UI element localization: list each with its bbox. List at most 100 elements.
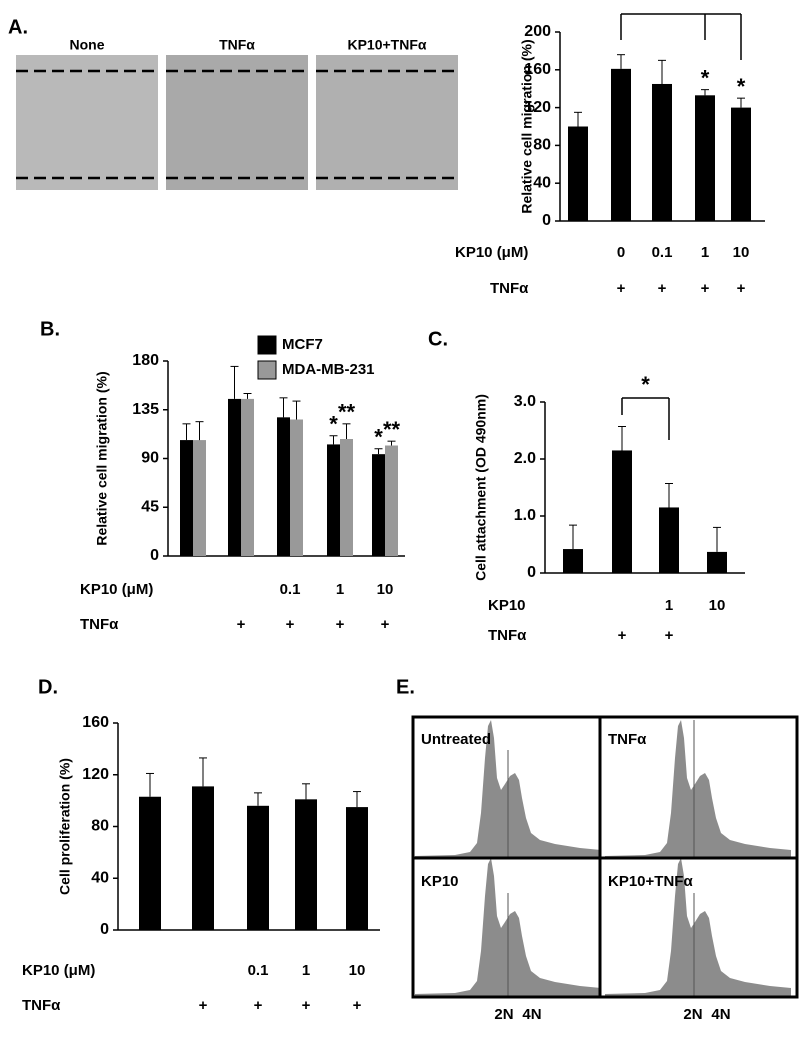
flow-label: TNFα — [608, 731, 647, 748]
y-tick-label: 0 — [527, 564, 536, 581]
condition-value: 1 — [701, 244, 709, 261]
y-axis-label: Relative cell migration (%) — [94, 371, 110, 545]
legend-swatch — [257, 335, 277, 355]
condition-value: 1 — [336, 581, 344, 598]
y-tick-label: 40 — [533, 174, 551, 191]
flow-x-label: 2N — [494, 1006, 513, 1023]
bar — [139, 796, 161, 930]
bar — [327, 444, 340, 556]
y-tick-label: 80 — [91, 818, 109, 835]
flow-panel — [411, 715, 799, 999]
bar — [372, 454, 385, 556]
condition-value: 0.1 — [280, 581, 301, 598]
bar — [611, 68, 631, 221]
bar — [180, 440, 193, 556]
y-tick-label: 45 — [141, 498, 159, 515]
condition-value: + — [237, 616, 246, 633]
micrograph-label: TNFα — [219, 37, 255, 53]
bar — [707, 551, 727, 573]
panel-label: E. — [396, 676, 415, 698]
bar — [563, 549, 583, 573]
bar — [228, 398, 241, 556]
bar — [659, 507, 679, 573]
significance: * — [641, 372, 650, 397]
flow-x-label: 2N — [683, 1006, 702, 1023]
flow-x-label: 4N — [522, 1006, 541, 1023]
y-tick-label: 120 — [82, 766, 109, 783]
bar — [295, 799, 317, 930]
y-tick-label: 160 — [82, 714, 109, 731]
condition-value: + — [701, 280, 710, 297]
condition-value: 10 — [377, 581, 394, 598]
panel-label: A. — [8, 16, 28, 38]
bar — [241, 398, 254, 556]
bar — [192, 786, 214, 930]
significance: * — [737, 74, 746, 99]
y-tick-label: 80 — [533, 137, 551, 154]
bar — [247, 805, 269, 930]
condition-value: + — [737, 280, 746, 297]
y-tick-label: 120 — [524, 99, 551, 116]
condition-label: KP10 — [488, 597, 526, 614]
bar — [652, 83, 672, 221]
flow-x-label: 4N — [711, 1006, 730, 1023]
condition-value: 10 — [733, 244, 750, 261]
flow-label: KP10 — [421, 873, 459, 890]
condition-label: KP10 (μM) — [455, 244, 528, 261]
panel-label: C. — [428, 328, 448, 350]
condition-value: 0 — [617, 244, 625, 261]
condition-label: TNFα — [80, 616, 119, 633]
condition-value: 1 — [302, 962, 310, 979]
panel-label: D. — [38, 676, 58, 698]
y-tick-label: 0 — [150, 547, 159, 564]
significance: ** — [338, 400, 356, 425]
micrograph-label: KP10+TNFα — [347, 37, 426, 53]
condition-value: + — [617, 280, 626, 297]
condition-value: + — [286, 616, 295, 633]
condition-label: KP10 (μM) — [80, 581, 153, 598]
y-tick-label: 0 — [542, 212, 551, 229]
significance: * — [374, 425, 383, 450]
bar — [695, 95, 715, 221]
y-tick-label: 160 — [524, 61, 551, 78]
y-axis-label: Cell attachment (OD 490nm) — [473, 394, 489, 581]
condition-value: + — [336, 616, 345, 633]
bar — [385, 445, 398, 556]
condition-value: + — [353, 997, 362, 1014]
legend-label: MCF7 — [282, 336, 323, 353]
condition-value: 10 — [349, 962, 366, 979]
y-tick-label: 1.0 — [514, 507, 536, 524]
y-tick-label: 90 — [141, 450, 159, 467]
y-tick-label: 180 — [132, 352, 159, 369]
condition-value: + — [302, 997, 311, 1014]
micrograph — [16, 55, 158, 190]
y-tick-label: 0 — [100, 921, 109, 938]
y-axis-label: Cell proliferation (%) — [57, 758, 73, 895]
flow-label: KP10+TNFα — [608, 873, 693, 890]
condition-label: TNFα — [22, 997, 61, 1014]
condition-label: TNFα — [488, 627, 527, 644]
legend-label: MDA-MB-231 — [282, 361, 375, 378]
bar — [290, 419, 303, 556]
bar — [277, 417, 290, 556]
y-tick-label: 200 — [524, 23, 551, 40]
flow-label: Untreated — [421, 731, 491, 748]
condition-value: + — [665, 627, 674, 644]
micrograph-label: None — [70, 37, 105, 53]
y-axis-label: Relative cell migration (%) — [519, 39, 535, 213]
condition-value: 0.1 — [248, 962, 269, 979]
significance: * — [329, 412, 338, 437]
condition-value: + — [254, 997, 263, 1014]
bar — [340, 439, 353, 556]
condition-value: + — [381, 616, 390, 633]
condition-label: KP10 (μM) — [22, 962, 95, 979]
condition-value: + — [618, 627, 627, 644]
condition-label: TNFα — [490, 280, 529, 297]
micrograph — [316, 55, 458, 190]
significance: * — [701, 65, 710, 90]
bar — [193, 440, 206, 556]
condition-value: + — [658, 280, 667, 297]
condition-value: 0.1 — [652, 244, 673, 261]
